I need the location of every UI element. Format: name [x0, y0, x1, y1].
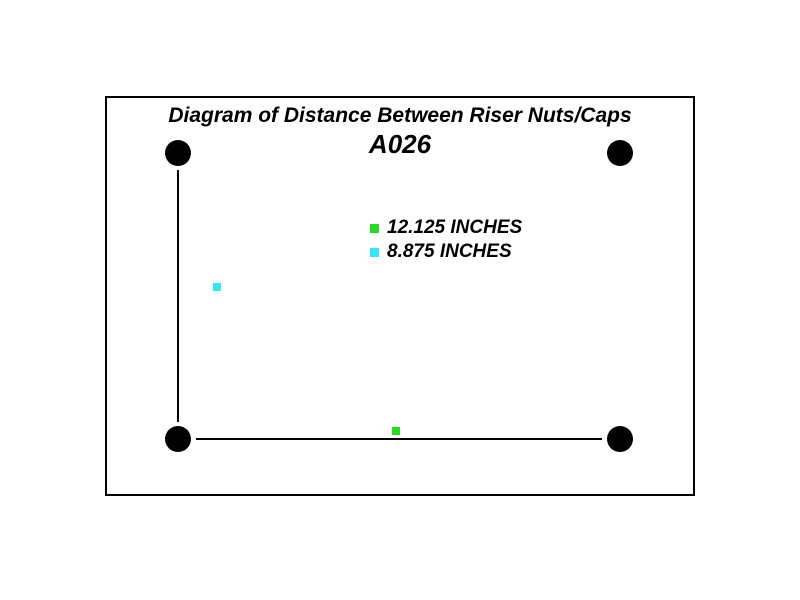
legend-item-vertical: 8.875 INCHES	[370, 241, 522, 263]
legend-label: 8.875 INCHES	[387, 241, 512, 263]
vertical-distance-line	[177, 170, 179, 422]
legend-item-horizontal: 12.125 INCHES	[370, 217, 522, 239]
model-number: A026	[0, 129, 800, 160]
diagram-title: Diagram of Distance Between Riser Nuts/C…	[0, 104, 800, 128]
riser-dot-bottom-right	[607, 426, 633, 452]
legend-swatch-icon	[370, 224, 379, 233]
horizontal-distance-line	[196, 438, 602, 440]
legend-swatch-icon	[370, 248, 379, 257]
legend-label: 12.125 INCHES	[387, 217, 522, 239]
riser-dot-top-left	[165, 140, 191, 166]
riser-dot-top-right	[607, 140, 633, 166]
vertical-line-marker	[213, 283, 221, 291]
riser-dot-bottom-left	[165, 426, 191, 452]
horizontal-line-marker	[392, 427, 400, 435]
legend: 12.125 INCHES 8.875 INCHES	[370, 217, 522, 265]
